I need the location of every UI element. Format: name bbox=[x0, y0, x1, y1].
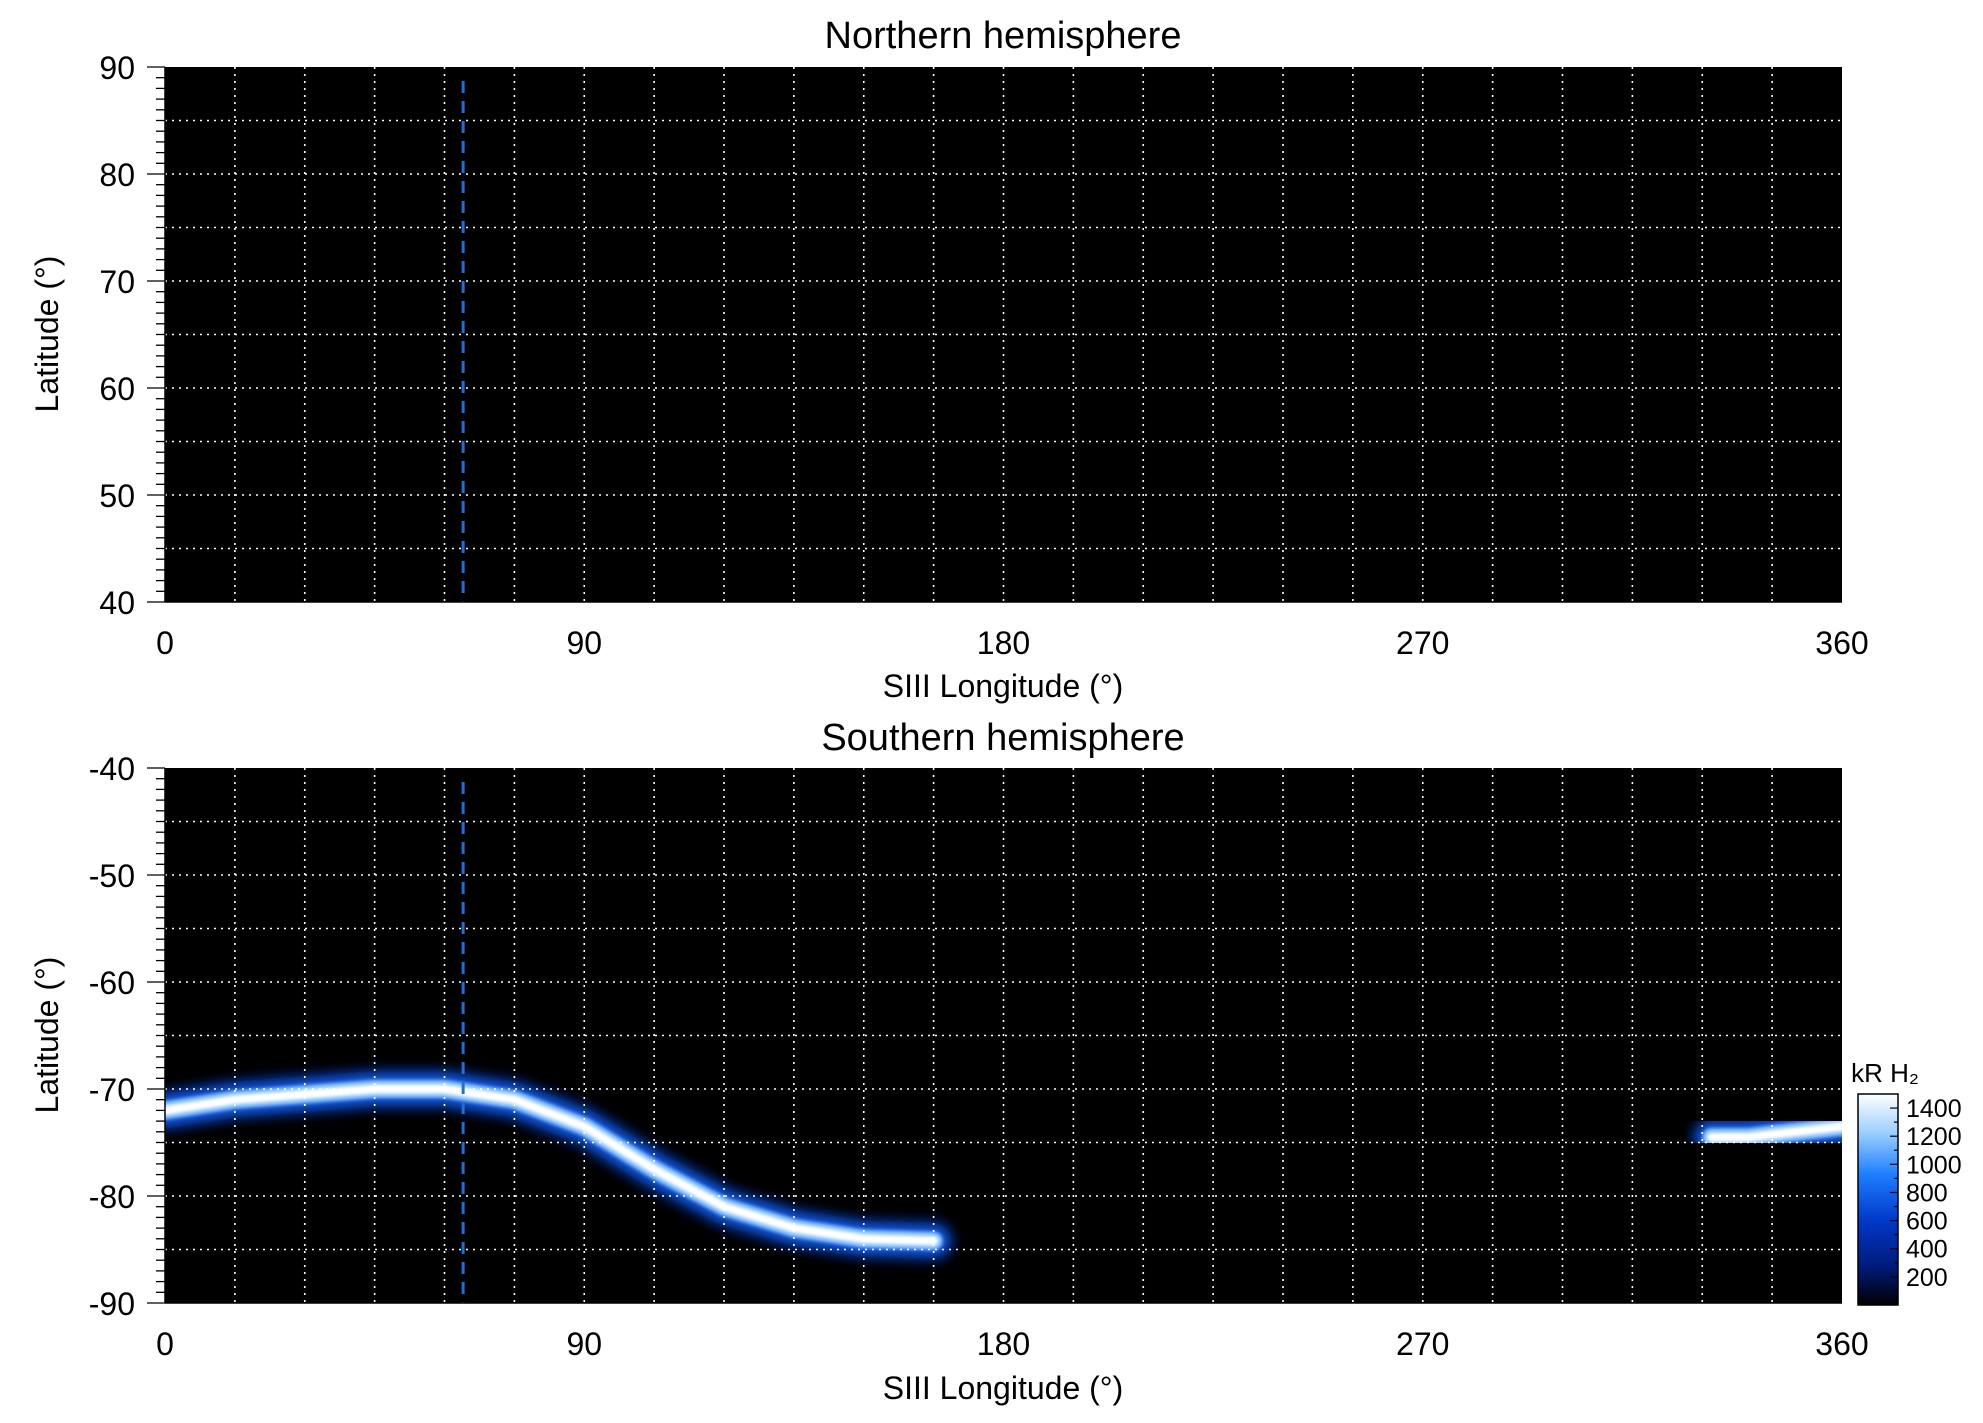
emission-point bbox=[1709, 1134, 1715, 1140]
emission-point bbox=[302, 1091, 308, 1097]
south-emission bbox=[165, 1066, 1842, 1264]
south-title: Southern hemisphere bbox=[821, 717, 1184, 759]
y-tick-label: -60 bbox=[89, 965, 135, 1001]
emission-band-0-layer-3 bbox=[165, 1084, 939, 1246]
emission-point bbox=[372, 1086, 378, 1092]
y-tick-label: 80 bbox=[99, 157, 135, 193]
emission-point bbox=[1839, 1124, 1842, 1129]
x-tick-label: 90 bbox=[566, 625, 602, 661]
y-tick-label: -80 bbox=[89, 1179, 135, 1215]
emission-point bbox=[1792, 1129, 1798, 1135]
x-tick-label: 180 bbox=[977, 625, 1030, 661]
emission-point bbox=[651, 1166, 657, 1172]
emission-point bbox=[1746, 1134, 1752, 1140]
x-tick-label: 360 bbox=[1815, 625, 1868, 661]
colorbar-gradient bbox=[1857, 1093, 1899, 1306]
x-tick-label: 270 bbox=[1396, 625, 1449, 661]
north-axes: 90 80 70 60 50 40 0 90 180 270 360 bbox=[99, 50, 1868, 661]
south-y-axis-label: Latitude (°) bbox=[29, 957, 65, 1114]
y-tick-label: -90 bbox=[89, 1286, 135, 1322]
colorbar-tick-label: 1000 bbox=[1906, 1151, 1962, 1179]
north-title: Northern hemisphere bbox=[825, 15, 1182, 57]
x-tick-label: 0 bbox=[156, 625, 174, 661]
y-tick-label: 70 bbox=[99, 264, 135, 300]
x-tick-label: 270 bbox=[1396, 1326, 1449, 1362]
north-y-axis-label: Latitude (°) bbox=[29, 256, 65, 413]
emission-band-1-layer-3 bbox=[1707, 1122, 1842, 1142]
colorbar-tick-label: 800 bbox=[1906, 1179, 1948, 1207]
colorbar-label: kR H₂ bbox=[1851, 1058, 1919, 1088]
colorbar-tick-label: 600 bbox=[1906, 1208, 1948, 1236]
emission-point bbox=[511, 1097, 517, 1103]
north-x-axis-label: SIII Longitude (°) bbox=[883, 668, 1123, 704]
emission-point bbox=[232, 1097, 238, 1103]
colorbar-tick-label: 200 bbox=[1906, 1264, 1948, 1292]
emission-point bbox=[931, 1238, 937, 1244]
emission-point bbox=[791, 1225, 797, 1231]
colorbar-tick-label: 400 bbox=[1906, 1236, 1948, 1264]
emission-point bbox=[721, 1204, 727, 1210]
y-tick-label: -70 bbox=[89, 1072, 135, 1108]
y-tick-label: 60 bbox=[99, 371, 135, 407]
north-panel: Northern hemisphere 90 80 70 60 50 40 0 90 180 27… bbox=[29, 15, 1869, 704]
y-tick-label: 40 bbox=[99, 585, 135, 621]
x-tick-label: 360 bbox=[1815, 1326, 1868, 1362]
emission-point bbox=[442, 1086, 447, 1092]
x-tick-label: 90 bbox=[566, 1326, 602, 1362]
north-grid bbox=[165, 67, 1842, 602]
y-tick-label: -50 bbox=[89, 858, 135, 894]
colorbar-tick-label: 1400 bbox=[1906, 1095, 1962, 1123]
south-grid bbox=[165, 768, 1842, 1303]
south-panel: Southern hemisphere -40 -50 -60 -70 -80 -90 0 9… bbox=[29, 717, 1869, 1406]
y-tick-label: -40 bbox=[89, 751, 135, 787]
south-x-axis-label: SIII Longitude (°) bbox=[883, 1370, 1123, 1406]
x-tick-label: 0 bbox=[156, 1326, 174, 1362]
x-tick-label: 180 bbox=[977, 1326, 1030, 1362]
y-tick-label: 50 bbox=[99, 478, 135, 514]
south-axes: -40 -50 -60 -70 -80 -90 0 90 180 270 360 bbox=[89, 751, 1869, 1362]
y-tick-label: 90 bbox=[99, 50, 135, 86]
colorbar-tick-label: 1200 bbox=[1906, 1123, 1962, 1151]
